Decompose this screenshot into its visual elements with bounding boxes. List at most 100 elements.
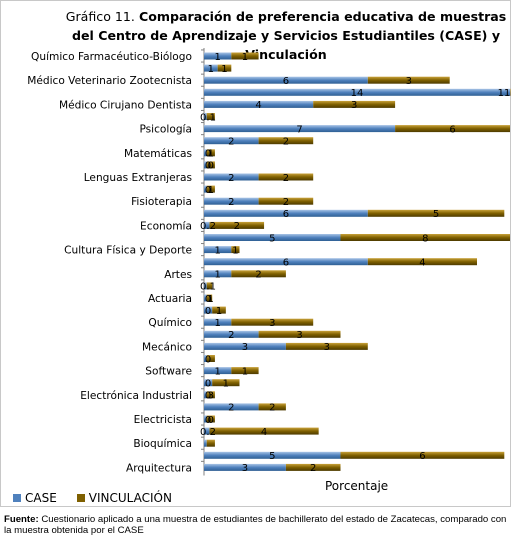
data-label-vinculacion: 3 [296,330,302,341]
data-label-vinculacion: 11 [498,88,511,99]
bar-case [204,234,341,241]
category-label: Químico Farmacéutico-Biólogo [31,51,192,63]
source-text: Cuestionario aplicado a una muestra de e… [4,514,507,536]
data-label-case: 6 [283,258,289,269]
data-label-vinculacion: 1 [242,52,248,63]
bar-case [204,403,259,411]
category-label: Software [145,366,192,378]
source-label: Fuente: [4,514,39,525]
data-label-case: 2 [228,330,234,341]
data-label-case: 1 [214,52,220,63]
bar-case [204,379,213,387]
bar-vinculacion [206,185,215,193]
bar-case [204,173,259,181]
data-label-case: 2 [228,403,234,414]
data-label-vinculacion: 1 [242,366,248,377]
bar-vinculacion [313,100,396,108]
bar-vinculacion [217,64,232,72]
bar-case [204,451,341,459]
bar-case [204,342,286,350]
bar-case [204,52,232,60]
bar-case [204,246,232,254]
category-label: Artes [164,269,192,281]
source-note: Fuente: Cuestionario aplicado a una mues… [4,514,509,536]
bar-vinculacion [206,294,213,302]
category-label: Psicología [139,124,192,136]
data-label-case: 0.2 [200,221,216,232]
bar-vinculacion [231,246,240,254]
category-label: Químico [148,317,192,329]
bar-case [204,439,207,447]
data-label-vinculacion: 2 [283,137,289,148]
category-label: Electricista [134,414,192,426]
data-label-vinculacion: 3 [351,100,357,111]
category-label: Cultura Física y Deporte [64,245,192,257]
data-label-case: 7 [296,124,302,135]
data-label-case: 0 [205,306,211,317]
data-label-case: 0 [205,354,211,365]
data-label-case: 0 [205,149,211,160]
bar-case [204,76,368,84]
data-label-case: 6 [283,76,289,87]
category-label: Lenguas Extranjeras [84,172,192,184]
data-label-vinculacion: 4 [419,258,425,269]
bar-case [204,113,207,120]
bar-vinculacion [367,76,450,84]
data-label-case: 3 [242,463,248,474]
category-label: Médico Veterinario Zootecnista [27,75,192,87]
bar-case [204,463,286,471]
bar-case [204,415,207,423]
bar-vinculacion [258,403,286,411]
bar-vinculacion [367,209,505,217]
data-label-vinculacion: 3 [208,391,214,402]
bar-vinculacion [340,451,505,459]
bar-case [204,270,232,278]
bar-vinculacion [206,282,213,290]
legend-label-vinculacion: VINCULACIÓN [88,491,172,505]
data-label-case: 2 [228,173,234,184]
data-label-case: 2 [228,197,234,208]
data-label-vinculacion: 3 [324,342,330,353]
bar-vinculacion [206,439,215,447]
category-label: Matemáticas [124,148,192,160]
bar-vinculacion [206,161,215,169]
bar-vinculacion [285,342,368,350]
bar-vinculacion [206,391,215,399]
data-label-case: 5 [269,451,275,462]
bar-case [204,209,368,217]
chart-frame: Gráfico 11. Comparación de preferencia e… [0,0,511,507]
data-label-case: 1 [214,270,220,281]
chart-title-prefix: Gráfico 11. [65,9,135,24]
data-label-case: 6 [283,209,289,220]
bar-vinculacion [212,306,226,314]
bar-case [204,137,259,145]
category-label: Arquitectura [126,462,192,474]
chart-title-main: Comparación de preferencia educativa de … [71,9,507,62]
bar-vinculacion [285,463,341,471]
bar-case [204,149,207,157]
data-label-case: 14 [351,88,364,99]
bar-case [204,427,210,435]
legend-item-case: CASE [13,491,57,505]
bar-case [204,161,207,169]
data-label-vinculacion: 2 [234,221,240,232]
chart-title: Gráfico 11. Comparación de preferencia e… [61,7,511,64]
bar-case [204,64,218,72]
data-label-vinculacion: 2 [255,270,261,281]
data-label-case: 1 [214,245,220,256]
data-label-vinculacion: 0 [208,415,214,426]
data-label-case: 0.1 [200,282,216,293]
bar-vinculacion [212,379,240,387]
data-label-vinculacion: 6 [449,124,455,135]
data-label-case: 0 [205,379,211,390]
bar-case [204,221,210,229]
bar-vinculacion [340,234,510,241]
bar-case [204,282,207,290]
bar-vinculacion [209,221,265,229]
bar-vinculacion [258,173,314,181]
bar-vinculacion [258,197,314,205]
bar-vinculacion [231,367,259,375]
category-label: Bioquímica [133,438,192,450]
data-label-case: 0.1 [200,112,216,123]
bar-vinculacion [258,330,341,338]
